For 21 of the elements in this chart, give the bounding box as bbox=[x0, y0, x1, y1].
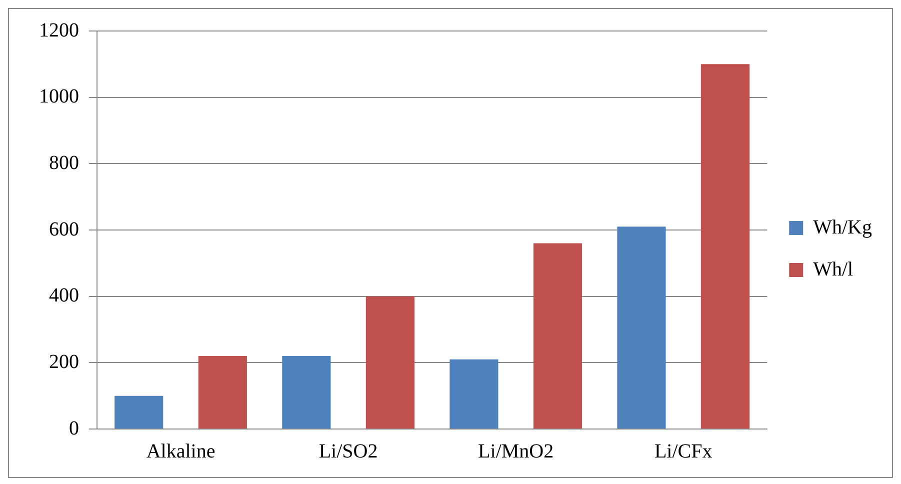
bar bbox=[198, 356, 247, 428]
bar bbox=[114, 396, 164, 428]
x-tick-label: Li/MnO2 bbox=[478, 440, 554, 462]
y-tick-label: 800 bbox=[49, 152, 79, 174]
legend-label: Wh/l bbox=[813, 258, 854, 280]
bar bbox=[533, 243, 582, 428]
bar bbox=[282, 356, 331, 428]
x-tick-label: Li/SO2 bbox=[318, 440, 378, 462]
y-tick-label: 0 bbox=[69, 417, 79, 440]
bar bbox=[450, 359, 498, 428]
y-tick-label: 600 bbox=[49, 218, 79, 240]
y-tick-label: 400 bbox=[49, 284, 79, 307]
y-tick-label: 1000 bbox=[39, 86, 79, 108]
bar bbox=[700, 64, 750, 428]
x-tick-label: Li/CFx bbox=[654, 440, 712, 462]
bar bbox=[617, 226, 666, 428]
y-tick-label: 1200 bbox=[39, 19, 79, 42]
y-tick-label: 200 bbox=[49, 350, 79, 373]
bar bbox=[366, 296, 414, 428]
x-tick-label: Alkaline bbox=[146, 440, 216, 462]
legend-label: Wh/Kg bbox=[813, 216, 872, 238]
